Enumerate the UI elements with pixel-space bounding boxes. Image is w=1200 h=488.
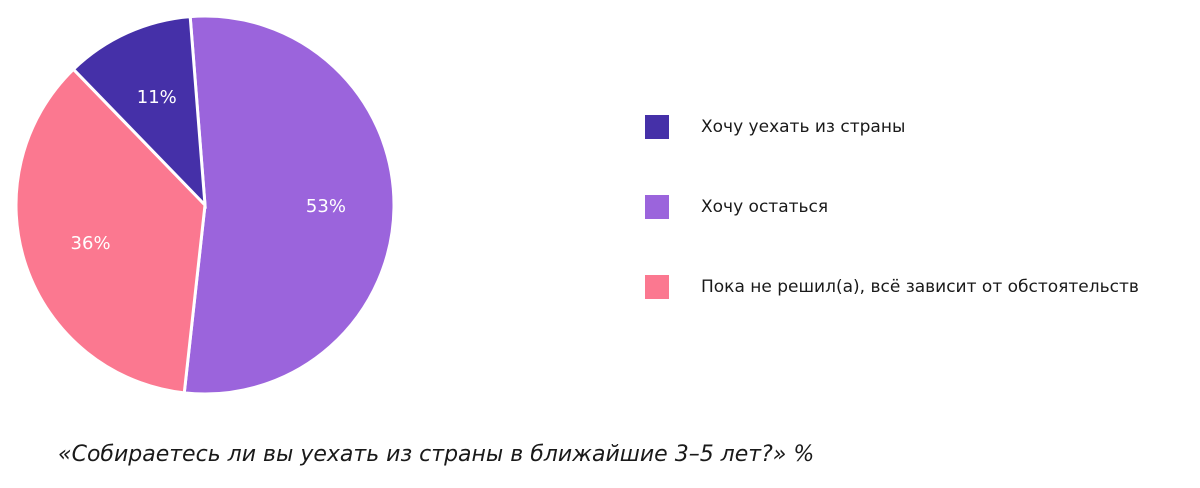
pie-slice-leave <box>71 14 207 210</box>
legend-item-stay: Хочу остаться <box>645 194 1195 220</box>
legend-label-leave: Хочу уехать из страны <box>701 117 906 137</box>
legend-swatch-leave <box>645 115 669 139</box>
slice-label-leave: 11% <box>137 87 177 108</box>
legend-swatch-undecided <box>645 275 669 299</box>
slice-label-undecided: 36% <box>71 233 111 254</box>
legend: Хочу уехать из страны Хочу остаться Пока… <box>645 114 1195 354</box>
pie-slice-undecided <box>14 67 207 395</box>
chart-title: «Собираетесь ли вы уехать из страны в бл… <box>58 442 815 467</box>
legend-label-stay: Хочу остаться <box>701 197 829 217</box>
pie-chart: 53% 36% 11% <box>14 14 396 396</box>
legend-swatch-stay <box>645 195 669 219</box>
legend-label-undecided: Пока не решил(а), всё зависит от обстоят… <box>701 277 1139 297</box>
legend-item-undecided: Пока не решил(а), всё зависит от обстоят… <box>645 274 1195 300</box>
pie-slice-stay <box>182 14 396 396</box>
slice-label-stay: 53% <box>306 196 346 217</box>
legend-item-leave: Хочу уехать из страны <box>645 114 1195 140</box>
